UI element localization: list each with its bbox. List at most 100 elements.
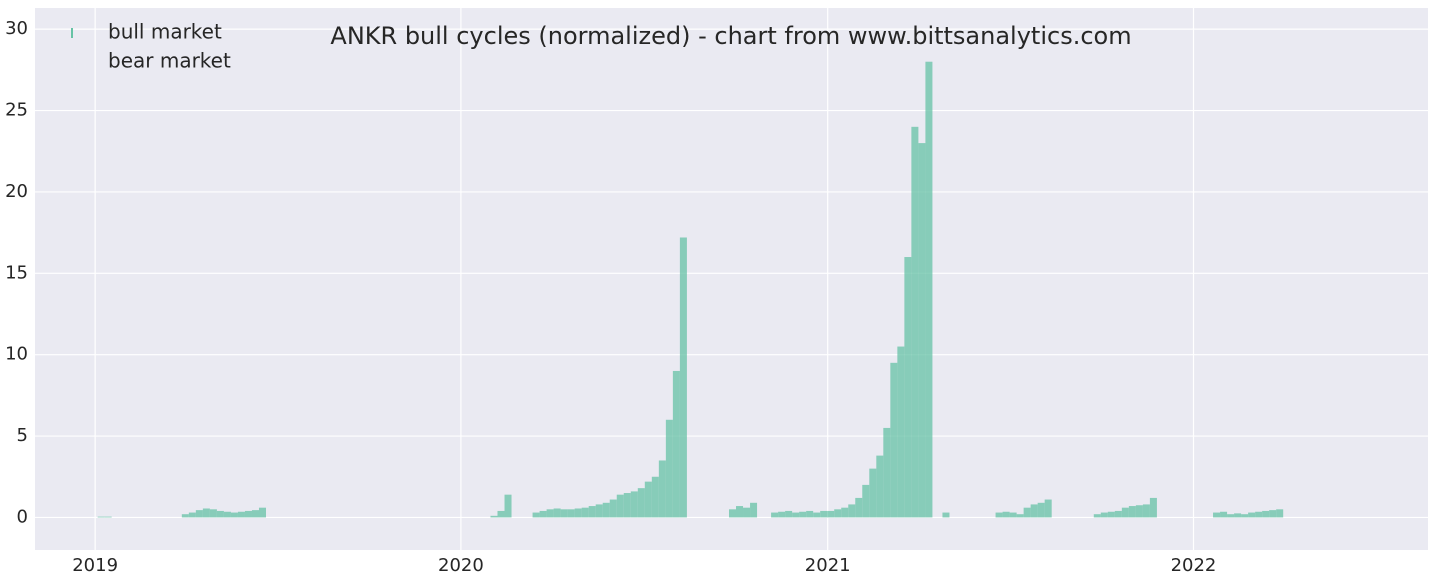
bar — [679, 237, 687, 518]
bar — [1044, 499, 1052, 518]
bar — [1276, 509, 1284, 518]
bar — [883, 427, 891, 518]
bar — [1107, 511, 1115, 518]
bar — [1142, 504, 1150, 518]
y-tick-label: 10 — [5, 344, 28, 365]
bar — [1023, 507, 1031, 518]
bar — [1037, 502, 1045, 518]
bar — [792, 512, 800, 518]
bar — [806, 510, 814, 518]
axes: 0 5 10 15 20 25 30 2019 2020 2021 2022 — [5, 18, 1216, 576]
bar — [97, 516, 105, 518]
bar — [630, 491, 638, 518]
bar — [1128, 506, 1136, 518]
bar — [750, 502, 758, 518]
bar — [1241, 514, 1249, 518]
bar — [560, 509, 568, 518]
y-tick-label: 5 — [17, 425, 28, 446]
bar — [1269, 510, 1277, 518]
y-tick-label: 25 — [5, 100, 28, 121]
x-tick-label: 2021 — [805, 555, 851, 576]
bar — [490, 515, 498, 518]
grid — [35, 8, 1428, 550]
bar — [1227, 514, 1235, 518]
bar — [918, 143, 926, 518]
bar — [785, 510, 793, 518]
bar — [637, 488, 645, 518]
bar — [188, 512, 196, 518]
bar — [532, 512, 540, 518]
bar — [202, 508, 210, 518]
y-tick-label: 0 — [17, 506, 28, 527]
bar — [995, 512, 1003, 518]
legend-marker — [71, 28, 73, 38]
bar — [609, 499, 617, 518]
bar — [771, 512, 779, 518]
bar — [1016, 514, 1024, 518]
bar — [223, 511, 231, 518]
y-tick-label: 20 — [5, 181, 28, 202]
bar — [195, 510, 203, 518]
bar — [855, 497, 863, 518]
bar — [876, 455, 884, 518]
bar — [728, 509, 737, 518]
bar — [890, 362, 898, 518]
bar — [1255, 511, 1263, 518]
plot-area — [35, 8, 1428, 550]
bar — [869, 468, 877, 518]
bar — [209, 509, 217, 518]
bar — [862, 484, 870, 518]
legend-label: bull market — [108, 20, 222, 44]
bar — [736, 506, 744, 518]
bar — [546, 509, 554, 518]
bar — [567, 509, 575, 518]
bar — [911, 126, 919, 518]
bar — [834, 509, 842, 518]
bar — [244, 510, 252, 518]
bar — [497, 510, 505, 518]
bar — [216, 510, 224, 518]
chart-title: ANKR bull cycles (normalized) - chart fr… — [330, 22, 1131, 50]
bar — [827, 510, 835, 518]
bar — [813, 512, 821, 518]
bar — [1213, 512, 1221, 518]
bar — [230, 512, 238, 518]
bar — [251, 510, 259, 518]
bar — [841, 507, 849, 518]
bar — [595, 504, 603, 518]
bar — [237, 511, 245, 518]
bar — [181, 514, 189, 518]
bar — [743, 507, 751, 518]
bar — [581, 507, 589, 518]
bar — [942, 512, 950, 518]
bar — [897, 346, 905, 518]
bar — [651, 476, 659, 518]
bar — [1093, 514, 1101, 518]
bar — [925, 61, 933, 518]
bar — [1009, 512, 1017, 518]
bar — [1100, 512, 1108, 518]
bar — [623, 493, 631, 518]
bar — [104, 516, 112, 518]
bar — [799, 511, 807, 518]
y-tick-label: 15 — [5, 262, 28, 283]
y-tick-label: 30 — [5, 18, 28, 39]
x-tick-label: 2019 — [72, 555, 118, 576]
bar — [539, 510, 547, 518]
bar — [644, 481, 652, 518]
bar — [820, 510, 828, 518]
bar — [504, 494, 512, 518]
bar — [1002, 511, 1010, 518]
bar — [1234, 513, 1242, 518]
legend-label: bear market — [108, 49, 231, 73]
bar — [1114, 510, 1122, 518]
bar — [616, 494, 624, 518]
bar — [1149, 497, 1157, 518]
bar — [665, 419, 673, 518]
bar — [658, 460, 666, 518]
bar — [778, 511, 786, 518]
bars — [97, 61, 1284, 518]
bar — [258, 507, 266, 518]
bar — [1135, 505, 1143, 518]
